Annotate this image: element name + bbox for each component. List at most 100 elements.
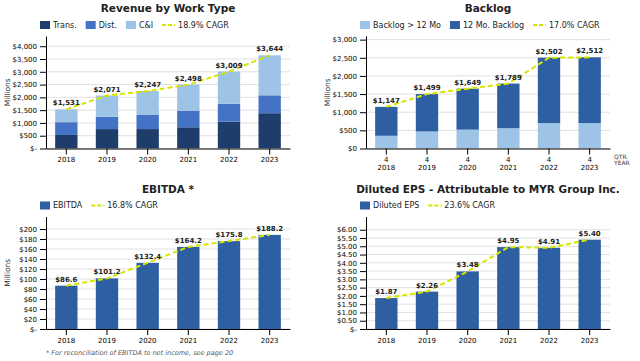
- data-label: $2.26: [416, 282, 438, 290]
- tick-mark: [360, 304, 366, 305]
- x-axis: 201820192020202120222023: [367, 329, 611, 345]
- bar: [258, 95, 280, 113]
- panel: $1,147$1,499$1,649$1,789$2,502$2,5124201…: [323, 2, 630, 172]
- tick-mark: [40, 319, 46, 320]
- chart-title: Revenue by Work Type: [101, 2, 236, 14]
- x-axis: 42018 42019 42020 42021 42022 42023: [367, 149, 611, 173]
- y-axis: $-$20$40$60$80$100$120$140$160$180$200: [19, 217, 46, 334]
- y-tick: $-: [350, 326, 366, 334]
- bar: [96, 278, 118, 329]
- x-tick: 2020: [459, 329, 477, 345]
- y-axis: $-$500$1,000$1,500$2,000$2,500$3,000$3,5…: [13, 37, 47, 154]
- tick-mark: [40, 136, 46, 137]
- text-line: 2019: [98, 337, 116, 345]
- legend-item: Dist.: [86, 21, 117, 30]
- tick-mark: [360, 230, 366, 231]
- bar: [456, 271, 478, 329]
- tick-mark: [188, 329, 189, 335]
- x-tick: 2018: [377, 329, 395, 345]
- data-labels: $86.6$101.2$132.4$164.2$175.8$188.2: [55, 225, 283, 284]
- tick-label: $5.00: [337, 243, 357, 251]
- bar: [538, 58, 560, 123]
- y-tick: $5.50: [337, 235, 366, 243]
- tick-mark: [40, 239, 46, 240]
- tick-label: $5.50: [337, 235, 357, 243]
- legend-item: 23.6% CAGR: [428, 201, 495, 210]
- tick-label: 42019: [418, 156, 436, 172]
- text-line: 2019: [418, 164, 436, 172]
- bar: [136, 129, 158, 148]
- grid-line: [366, 57, 610, 58]
- grid-line: [366, 246, 610, 247]
- legend-swatch: [162, 24, 175, 26]
- bar: [538, 248, 560, 329]
- tick-label: $1.00: [337, 309, 357, 317]
- panel: $1.87$2.26$3.48$4.95$4.91$5.402018201920…: [337, 183, 620, 345]
- tick-label: 42020: [459, 156, 477, 172]
- x-tick: 2019: [98, 329, 116, 345]
- y-tick: $120: [19, 266, 46, 274]
- bar: [55, 286, 77, 329]
- grid-line: [366, 304, 610, 305]
- bar: [218, 104, 240, 122]
- data-label: $2,502: [535, 48, 562, 56]
- tick-mark: [360, 288, 366, 289]
- y-tick: $40: [24, 306, 46, 314]
- grid-line: [46, 71, 290, 72]
- legend-label: EBITDA: [53, 201, 83, 210]
- legend-label: 23.6% CAGR: [444, 201, 495, 210]
- grid-line: [366, 287, 610, 288]
- x-tick: 2022: [220, 329, 238, 345]
- bar: [55, 135, 77, 149]
- x-tick: 42023: [581, 149, 599, 173]
- text-line: 2020: [459, 337, 477, 345]
- legend-swatch: [428, 205, 441, 207]
- y-tick: $500: [339, 127, 366, 135]
- tick-mark: [360, 329, 366, 330]
- grid: [46, 46, 290, 148]
- legend-swatch: [91, 205, 104, 207]
- legend-item: Backlog > 12 Mo: [360, 21, 441, 30]
- y-axis-label: Millions: [3, 78, 12, 106]
- tick-mark: [40, 329, 46, 330]
- grid-line: [46, 46, 290, 47]
- legend-swatch: [450, 21, 460, 29]
- y-tick: $3,000: [333, 36, 367, 44]
- tick-label: 2020: [459, 337, 477, 345]
- tick-mark: [40, 269, 46, 270]
- y-tick: $2,500: [333, 55, 367, 63]
- tick-label: $2,000: [333, 73, 358, 81]
- x-tick: 2018: [57, 329, 75, 345]
- text-line: 2022: [220, 156, 238, 164]
- x-tick: 2021: [179, 149, 197, 165]
- data-label: $1,499: [413, 84, 440, 92]
- text-line: 2021: [179, 337, 197, 345]
- text-line: YEAR: [613, 159, 630, 166]
- x-tick: 42018: [377, 149, 395, 173]
- y-tick: $160: [19, 246, 46, 254]
- legend: Backlog > 12 Mo12 Mo. Backlog17.0% CAGR: [360, 21, 600, 30]
- tick-mark: [188, 149, 189, 155]
- data-label: $3,644: [256, 45, 283, 53]
- line: [66, 235, 269, 286]
- y-tick: $2.50: [337, 284, 366, 292]
- legend-label: Diluted EPS: [373, 201, 419, 210]
- data-labels: $1,531$2,071$2,247$2,498$3,009$3,644: [53, 45, 283, 107]
- y-axis-label: Millions: [323, 78, 332, 106]
- tick-mark: [40, 249, 46, 250]
- y-tick: $60: [24, 296, 46, 304]
- tick-label: $500: [19, 132, 37, 140]
- y-tick: $140: [19, 256, 46, 264]
- tick-mark: [40, 85, 46, 86]
- text-line: 2022: [540, 164, 558, 172]
- legend: Diluted EPS 23.6% CAGR: [360, 201, 495, 210]
- tick-label: 42021: [499, 156, 517, 172]
- tick-mark: [229, 329, 230, 335]
- tick-mark: [360, 255, 366, 256]
- x-tick: 2019: [98, 149, 116, 165]
- y-tick: $2.00: [337, 293, 366, 301]
- grid-line: [46, 279, 290, 280]
- tick-mark: [107, 329, 108, 335]
- bar: [177, 85, 199, 111]
- x-tick: 42022: [540, 149, 558, 173]
